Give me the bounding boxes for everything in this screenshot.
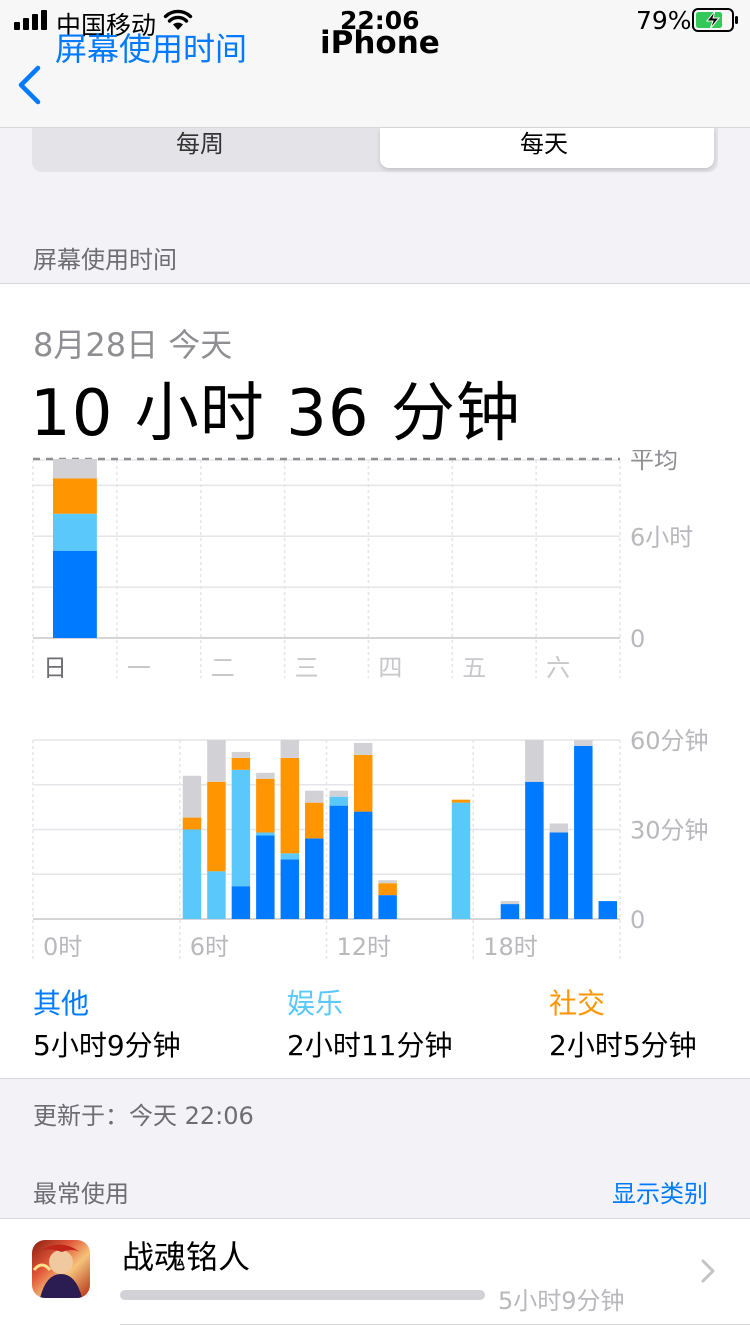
bar-segment bbox=[451, 799, 471, 803]
average-label: 平均 bbox=[630, 450, 678, 474]
updated-label: 更新于：今天 22:06 bbox=[33, 1102, 254, 1130]
segment-selected-indicator bbox=[380, 128, 714, 168]
bar-segment bbox=[280, 740, 300, 758]
bar-segment bbox=[305, 802, 324, 839]
bar-segment bbox=[53, 513, 97, 551]
section-header-most-used: 最常使用 bbox=[33, 1180, 129, 1208]
bar-segment bbox=[451, 802, 471, 919]
date-label: 8月28日 今天 bbox=[33, 326, 233, 364]
y-tick-label: 30分钟 bbox=[630, 817, 709, 845]
show-categories-button[interactable]: 显示类别 bbox=[612, 1180, 708, 1208]
bar-segment bbox=[353, 811, 373, 919]
x-tick-label: 0时 bbox=[43, 933, 82, 961]
bar-segment bbox=[280, 853, 300, 860]
app-usage-bar bbox=[120, 1290, 485, 1300]
x-tick-label: 日 bbox=[43, 654, 67, 682]
bar-segment bbox=[378, 895, 397, 919]
segment-daily[interactable]: 每天 bbox=[520, 130, 568, 158]
bar-segment bbox=[329, 805, 348, 919]
segment-weekly[interactable]: 每周 bbox=[176, 130, 224, 158]
bar-segment bbox=[549, 832, 569, 919]
bar-segment bbox=[574, 745, 593, 919]
x-tick-label: 6时 bbox=[190, 933, 229, 961]
x-tick-label: 18时 bbox=[483, 933, 538, 961]
x-tick-label: 12时 bbox=[337, 933, 392, 961]
x-tick-label: 四 bbox=[378, 654, 402, 682]
bar-segment bbox=[329, 796, 348, 806]
total-screen-time: 10 小时 36 分钟 bbox=[30, 377, 521, 451]
bar-segment bbox=[256, 772, 275, 779]
y-tick-label: 6小时 bbox=[630, 523, 693, 551]
category-other-value: 5小时9分钟 bbox=[33, 1029, 181, 1062]
bar-segment bbox=[182, 817, 202, 830]
app-row[interactable] bbox=[0, 1218, 750, 1334]
bar-segment bbox=[353, 742, 373, 755]
category-social-label: 社交 bbox=[549, 987, 606, 1020]
status-bar: 中国移动 22:06 79% bbox=[0, 0, 750, 40]
bar-segment bbox=[280, 757, 300, 854]
category-social-value: 2小时5分钟 bbox=[549, 1029, 697, 1062]
bar-segment bbox=[500, 904, 520, 919]
bar-segment bbox=[231, 769, 251, 887]
bar-segment bbox=[231, 751, 251, 758]
y-tick-label: 0 bbox=[630, 625, 645, 653]
signal-icon bbox=[14, 10, 47, 30]
bar-segment bbox=[329, 790, 348, 797]
bar-segment bbox=[378, 880, 397, 884]
bar-segment bbox=[574, 740, 593, 746]
clock: 22:06 bbox=[340, 6, 420, 35]
wifi-icon bbox=[163, 9, 193, 30]
bar-segment bbox=[182, 775, 202, 818]
category-entertainment-value: 2小时11分钟 bbox=[287, 1029, 453, 1062]
y-tick-label: 0 bbox=[630, 906, 645, 934]
bar-segment bbox=[53, 478, 97, 514]
x-tick-label: 二 bbox=[211, 654, 235, 682]
app-icon bbox=[32, 1240, 90, 1298]
bar-segment bbox=[207, 871, 226, 919]
x-tick-label: 三 bbox=[295, 654, 319, 682]
back-chevron-icon[interactable] bbox=[16, 65, 42, 105]
bar-segment bbox=[207, 781, 226, 872]
y-tick-label: 60分钟 bbox=[630, 727, 709, 755]
bar-segment bbox=[305, 838, 324, 919]
back-button[interactable]: 屏幕使用时间 bbox=[55, 30, 248, 68]
x-tick-label: 一 bbox=[127, 654, 151, 682]
bar-segment bbox=[53, 550, 97, 638]
section-header-screen-time: 屏幕使用时间 bbox=[33, 246, 177, 274]
row-separator bbox=[120, 1324, 750, 1325]
carrier-label: 中国移动 bbox=[56, 11, 157, 40]
battery-percent: 79% bbox=[636, 6, 692, 35]
bar-segment bbox=[598, 901, 617, 919]
navigation-bar bbox=[0, 40, 750, 128]
battery-charging-icon bbox=[692, 8, 738, 32]
page-title: iPhone bbox=[320, 25, 440, 61]
bar-segment bbox=[525, 740, 544, 782]
app-name: 战魂铭人 bbox=[122, 1238, 251, 1276]
screen-time-card bbox=[0, 283, 750, 1079]
bar-segment bbox=[305, 790, 324, 803]
bar-segment bbox=[53, 458, 97, 479]
bar-segment bbox=[280, 859, 300, 919]
bar-segment bbox=[549, 823, 569, 833]
bar-segment bbox=[207, 740, 226, 782]
category-other-label: 其他 bbox=[33, 987, 90, 1020]
bar-segment bbox=[353, 754, 373, 812]
hourly-usage-chart: 60分钟 30分钟 0 0时 6时 12时 18时 bbox=[32, 727, 709, 961]
bar-segment bbox=[231, 757, 251, 770]
bar-segment bbox=[500, 901, 520, 905]
x-tick-label: 五 bbox=[462, 654, 486, 682]
x-tick-label: 六 bbox=[546, 654, 570, 682]
bar-segment bbox=[256, 832, 275, 836]
bar-segment bbox=[231, 886, 251, 919]
bar-segment bbox=[256, 835, 275, 919]
bar-segment bbox=[378, 883, 397, 896]
category-entertainment-label: 娱乐 bbox=[287, 987, 344, 1020]
bar-segment bbox=[182, 829, 202, 919]
weekly-usage-chart: 平均 6小时 0 日 一 二 三 四 五 六 bbox=[32, 450, 693, 682]
bar-segment bbox=[256, 778, 275, 833]
app-usage-time: 5小时9分钟 bbox=[498, 1287, 625, 1315]
bar-segment bbox=[525, 781, 544, 919]
chevron-right-icon[interactable] bbox=[700, 1258, 716, 1284]
